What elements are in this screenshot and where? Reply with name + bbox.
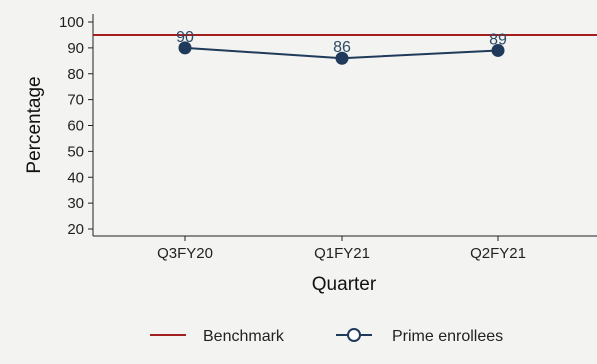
data-label: 89 <box>489 31 507 48</box>
legend-series-marker <box>347 328 361 342</box>
y-tick-label: 40 <box>67 169 84 186</box>
x-axis-ticks: Q3FY20 Q1FY21 Q2FY21 <box>157 236 526 262</box>
y-tick-label: 60 <box>67 118 84 135</box>
y-tick-label: 30 <box>67 195 84 212</box>
x-tick-label: Q2FY21 <box>470 245 526 262</box>
legend-series-label: Prime enrollees <box>392 328 503 345</box>
legend: Benchmark Prime enrollees <box>150 328 503 345</box>
data-point <box>335 51 349 65</box>
y-tick-label: 50 <box>67 143 84 160</box>
data-label: 90 <box>176 29 194 46</box>
series-layer: 90 86 89 <box>176 29 507 65</box>
x-tick-label: Q1FY21 <box>314 245 370 262</box>
y-axis-title: Percentage <box>24 76 45 173</box>
y-tick-label: 70 <box>67 92 84 109</box>
x-axis-title: Quarter <box>312 274 377 295</box>
data-point <box>491 43 505 57</box>
data-label: 86 <box>333 39 351 56</box>
legend-benchmark-label: Benchmark <box>203 328 285 345</box>
y-tick-label: 100 <box>59 14 84 31</box>
data-point <box>178 41 192 55</box>
y-tick-label: 90 <box>67 40 84 57</box>
y-axis-ticks: 20 30 40 50 60 70 80 90 100 <box>59 14 93 238</box>
y-tick-label: 80 <box>67 66 84 83</box>
y-tick-label: 20 <box>67 221 84 238</box>
plot-area: 20 30 40 50 60 70 80 90 100 Q3FY20 Q1FY21 Q2FY21 9… <box>59 14 597 262</box>
x-tick-label: Q3FY20 <box>157 245 213 262</box>
